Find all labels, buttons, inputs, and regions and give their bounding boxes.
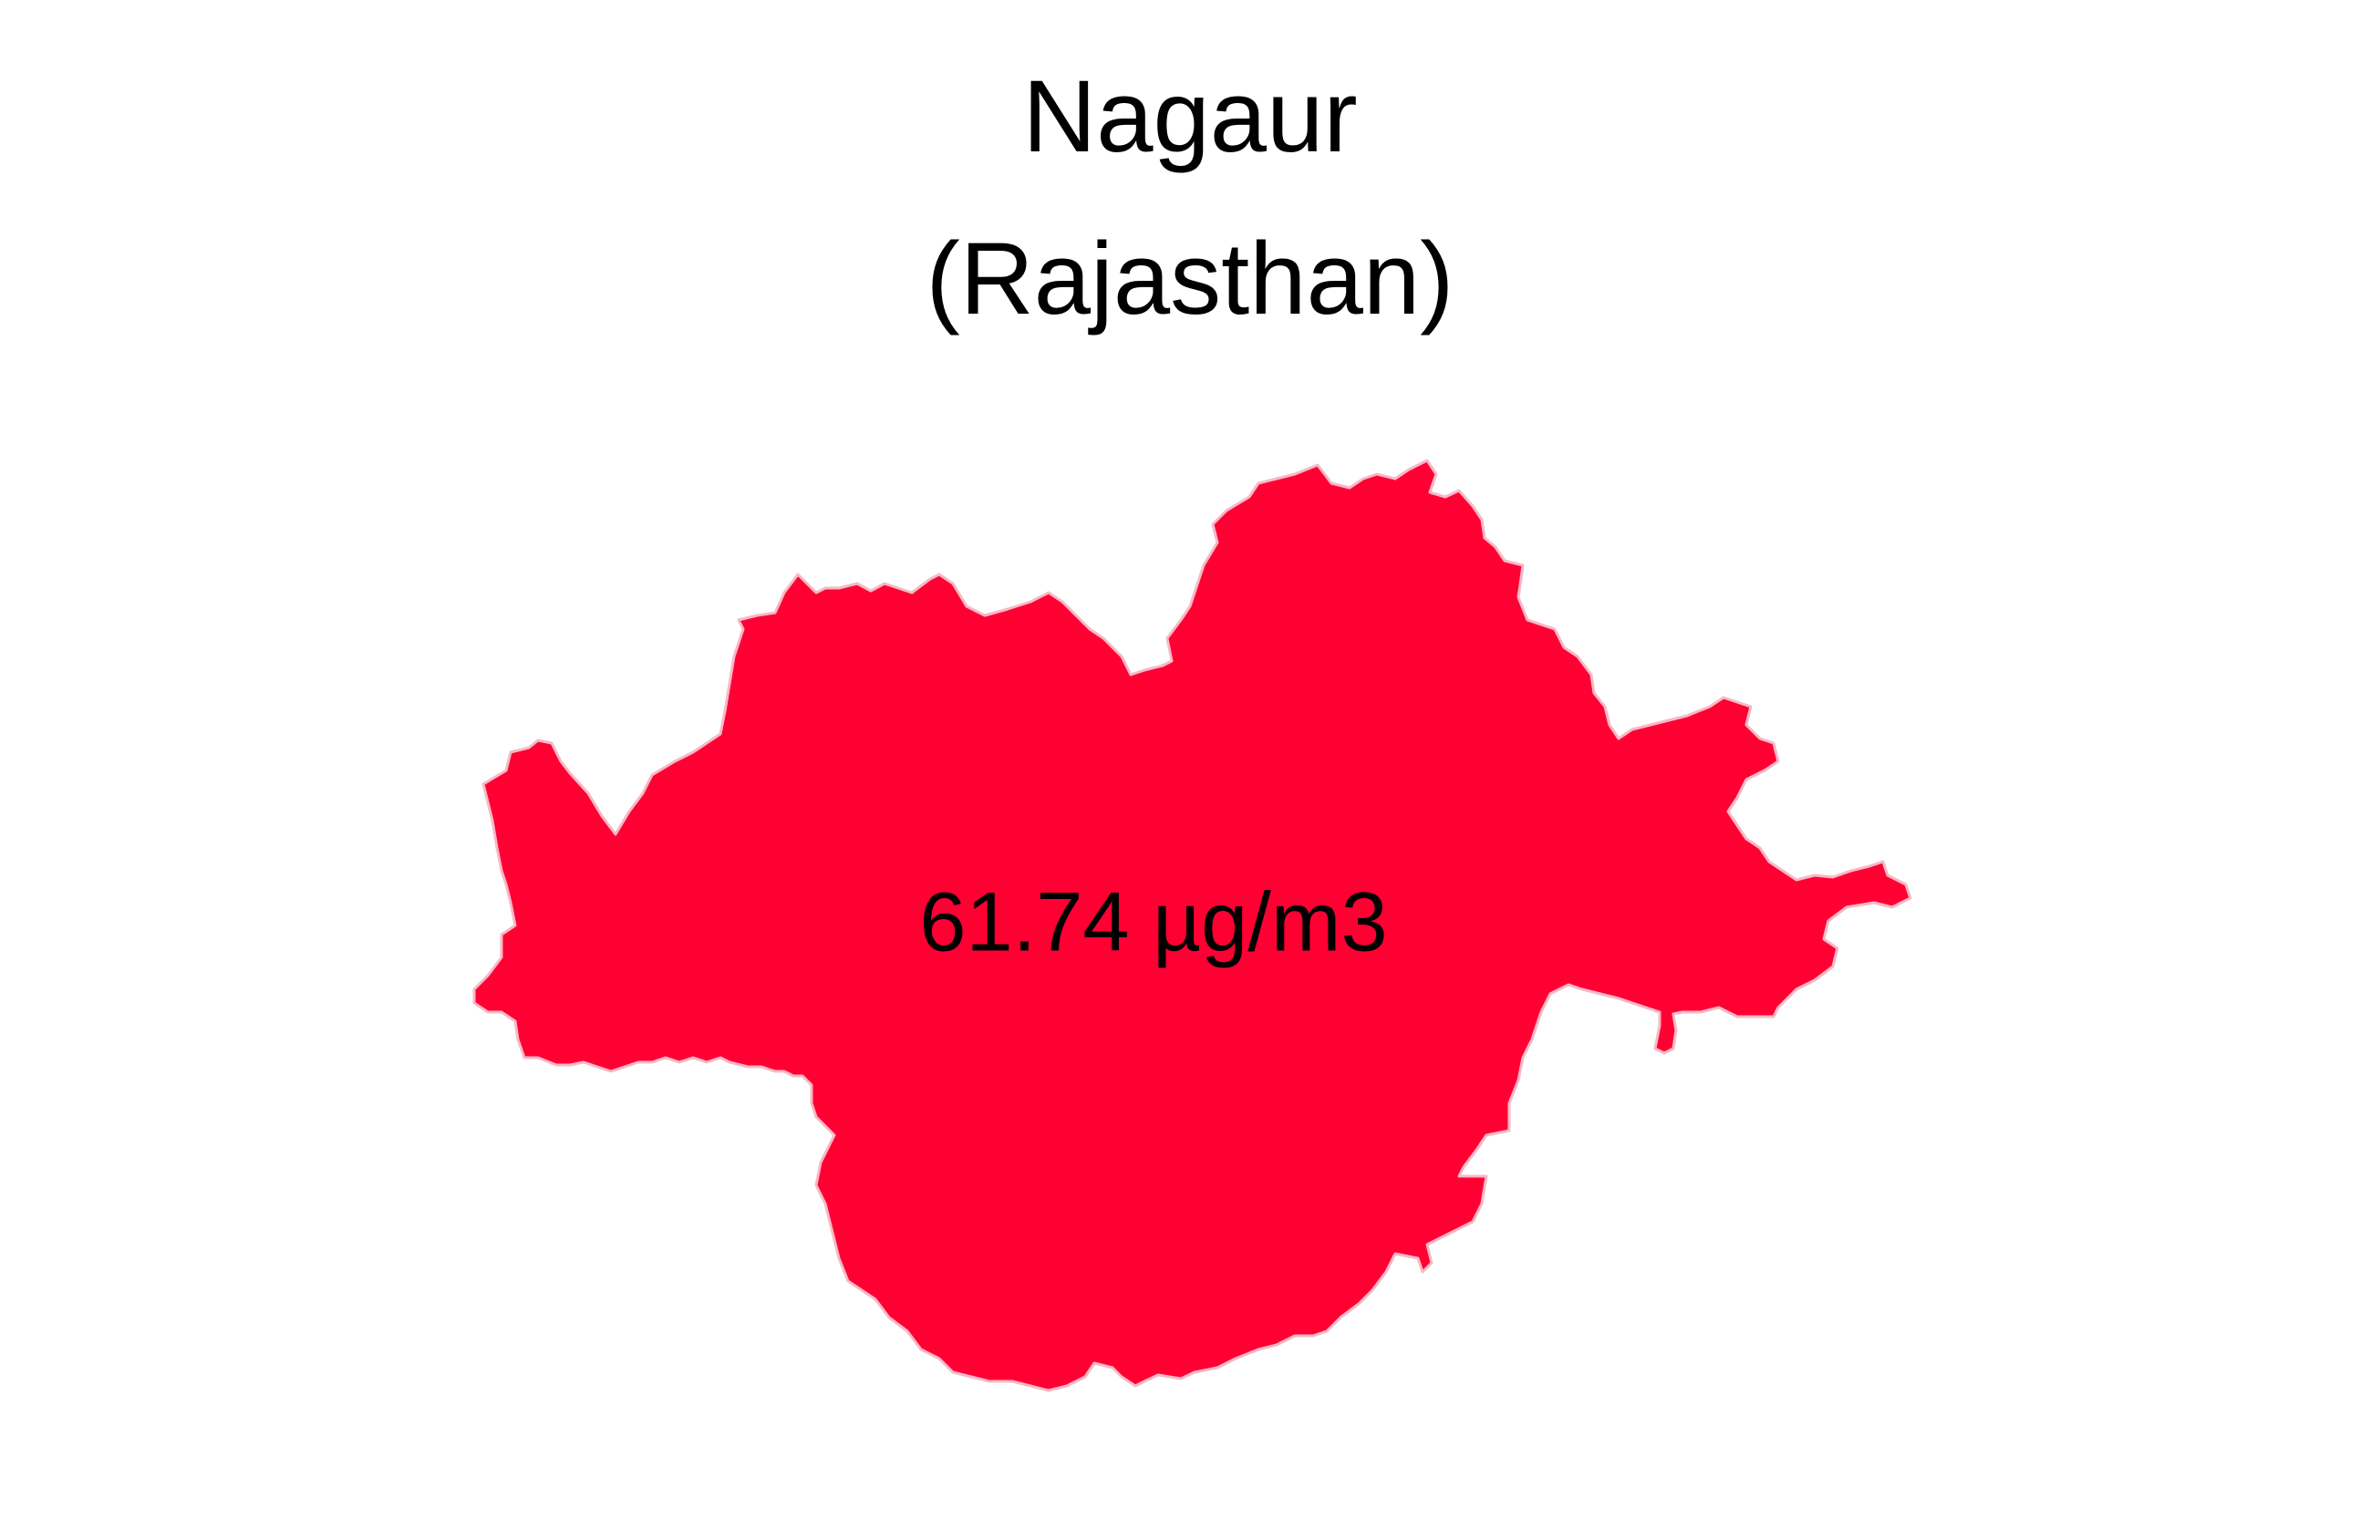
map-title-state: (Rajasthan) [926, 222, 1454, 336]
region-value-label: 61.74 µg/m3 [919, 875, 1387, 968]
district-region-nagaur[interactable] [472, 459, 1912, 1392]
map-title-district: Nagaur [1022, 59, 1358, 173]
